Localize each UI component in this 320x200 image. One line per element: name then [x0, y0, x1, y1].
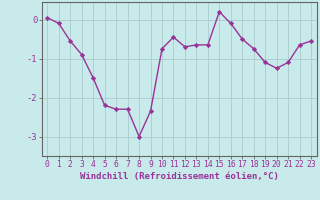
X-axis label: Windchill (Refroidissement éolien,°C): Windchill (Refroidissement éolien,°C) — [80, 172, 279, 181]
